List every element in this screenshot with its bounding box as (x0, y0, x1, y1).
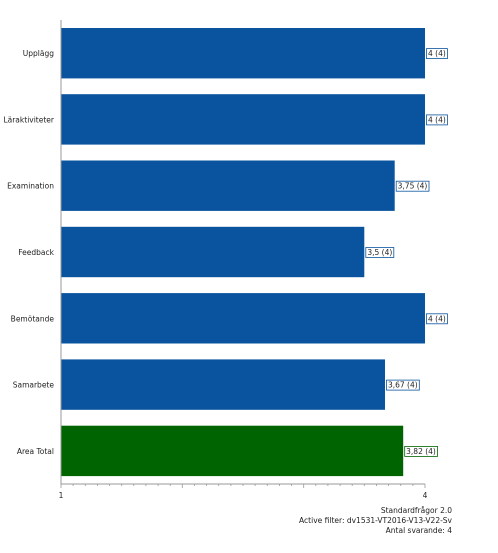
x-tick-label: 4 (423, 491, 428, 500)
bar-uppl-gg (61, 28, 425, 79)
data-label-text-samarbete: 3,67 (4) (388, 381, 418, 390)
data-label-box-bem-tande (426, 313, 448, 325)
data-label-box-samarbete (386, 379, 420, 391)
bar-l-raktiviteter (61, 94, 425, 145)
data-label-text-l-raktiviteter: 4 (4) (428, 115, 446, 124)
data-label-text-feedback: 3,5 (4) (367, 248, 392, 257)
category-label-samarbete: Samarbete (13, 381, 55, 390)
data-label-text-examination: 3,75 (4) (398, 182, 428, 191)
data-label-box-uppl-gg (426, 48, 448, 59)
data-label-text-bem-tande: 4 (4) (428, 314, 446, 323)
x-tick-label: 1 (59, 491, 64, 500)
bar-samarbete (61, 359, 385, 410)
category-label-examination: Examination (7, 182, 54, 191)
data-label-box-l-raktiviteter (426, 114, 448, 126)
labels-group: Upplägg 4 (4) Läraktiviteter 4 (4) Examinati… (3, 48, 448, 457)
footer-title: Standardfrågor 2.0 (380, 506, 452, 515)
data-label-l-raktiviteter: 4 (4) (426, 114, 448, 126)
data-label-feedback: 3,5 (4) (365, 247, 395, 258)
category-label-l-raktiviteter: Läraktiviteter (3, 115, 54, 124)
footer-respondent-count: Antal svarande: 4 (385, 526, 452, 535)
data-label-bem-tande: 4 (4) (426, 313, 448, 325)
category-label-feedback: Feedback (18, 248, 54, 257)
category-label-area-total: Area Total (17, 447, 54, 456)
data-label-text-uppl-gg: 4 (4) (428, 49, 446, 58)
data-label-box-feedback (365, 247, 395, 258)
bar-bem-tande (61, 293, 425, 344)
category-label-uppl-gg: Upplägg (23, 49, 54, 58)
data-label-box-examination (395, 180, 430, 192)
data-label-area-total: 3,82 (4) (404, 445, 438, 457)
bar-feedback (61, 226, 365, 278)
category-label-bem-tande: Bemötande (11, 314, 55, 323)
footer-active-filter: Active filter: dv1531-VT2016-V13-V22-Sv (299, 516, 452, 525)
data-label-samarbete: 3,67 (4) (386, 379, 420, 391)
data-label-text-area-total: 3,82 (4) (406, 447, 436, 456)
data-label-uppl-gg: 4 (4) (426, 48, 448, 59)
data-label-examination: 3,75 (4) (395, 180, 430, 192)
bar-area-total (61, 425, 404, 477)
data-label-box-area-total (404, 445, 438, 457)
bars-group (61, 28, 425, 477)
bar-examination (61, 160, 395, 211)
